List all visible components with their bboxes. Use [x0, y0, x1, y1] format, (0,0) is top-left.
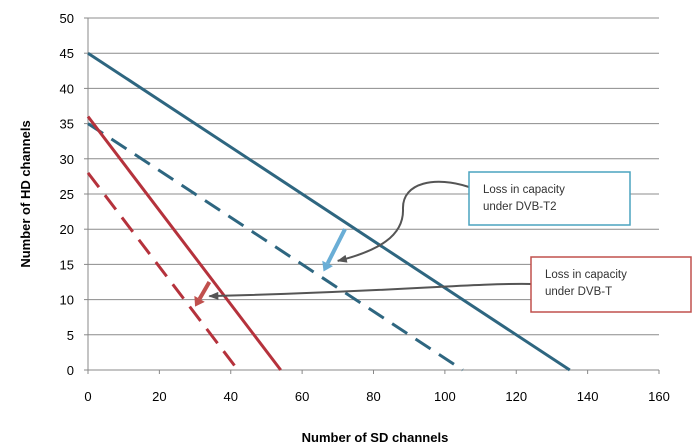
series	[86, 51, 571, 372]
y-tick-label: 25	[60, 187, 74, 202]
y-tick-label: 50	[60, 11, 74, 26]
x-tick-label: 120	[505, 389, 527, 404]
annotation-text: Loss in capacity	[545, 269, 627, 281]
x-tick-labels: 0 20 40 60 80 100 120 140 160	[84, 389, 669, 404]
series-line-4-dashed	[86, 171, 240, 371]
x-tick-label: 60	[295, 389, 309, 404]
annotation-text: Loss in capacity	[483, 184, 565, 196]
shift-arrow-head	[322, 260, 333, 272]
y-tick-label: 30	[60, 152, 74, 167]
x-tick-label: 40	[224, 389, 238, 404]
annotation-box	[530, 256, 692, 313]
x-tick-label: 140	[577, 389, 599, 404]
series-line-3-solid	[86, 115, 282, 371]
annotations: Loss in capacity under DVB-T2 Loss in capa…	[194, 171, 692, 313]
x-tick-label: 160	[648, 389, 670, 404]
y-tick-label: 10	[60, 293, 74, 308]
x-tick-label: 100	[434, 389, 456, 404]
x-tick-label: 20	[152, 389, 166, 404]
y-tick-label: 20	[60, 222, 74, 237]
series-line-1-solid	[87, 51, 571, 372]
annotation-arrow	[336, 180, 470, 263]
y-tick-label: 15	[60, 257, 74, 272]
y-tick-labels: 0 5 10 15 20 25 30 35 40 45 50	[60, 11, 74, 378]
annotation-text: under DVB-T	[545, 286, 612, 298]
shift-arrow-shaft	[197, 280, 212, 300]
y-tick-label: 45	[60, 46, 74, 61]
shift-arrow-shaft	[325, 228, 347, 265]
series-line-2-dashed	[87, 122, 464, 372]
shift-arrow-head	[194, 295, 205, 307]
axes	[87, 18, 659, 371]
x-axis-title: Number of SD channels	[302, 430, 449, 445]
annotation-box	[468, 171, 631, 226]
x-tick-label: 0	[84, 389, 91, 404]
y-tick-label: 5	[67, 328, 74, 343]
annotation-text: under DVB-T2	[483, 201, 557, 213]
y-tick-label: 0	[67, 363, 74, 378]
x-tick-label: 80	[366, 389, 380, 404]
y-tick-label: 40	[60, 81, 74, 96]
annotation-arrow	[208, 282, 532, 300]
y-axis-title: Number of HD channels	[18, 120, 33, 267]
y-tick-label: 35	[60, 117, 74, 132]
